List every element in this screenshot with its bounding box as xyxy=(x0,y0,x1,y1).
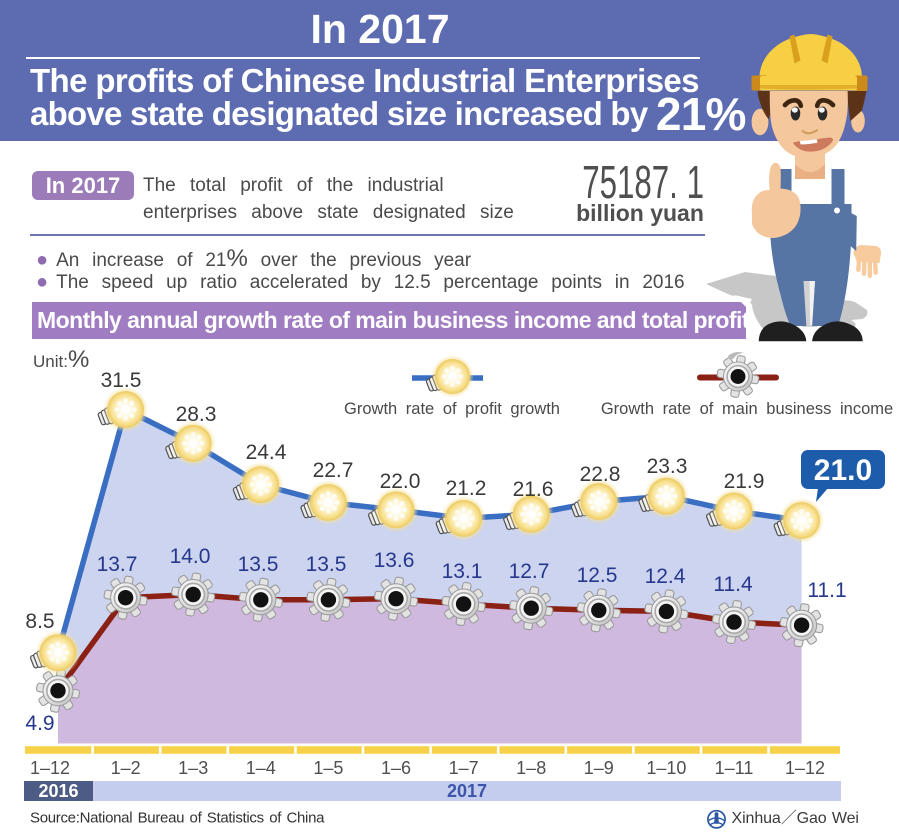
svg-text:1–12: 1–12 xyxy=(30,758,70,778)
svg-text:31.5: 31.5 xyxy=(101,369,142,392)
svg-text:28.3: 28.3 xyxy=(176,403,217,426)
svg-text:11.4: 11.4 xyxy=(713,573,753,596)
svg-text:8.5: 8.5 xyxy=(25,610,54,633)
svg-text:Source:National Bureau of Stat: Source:National Bureau of Statistics of … xyxy=(30,810,325,827)
svg-text:Growth rate of profit growth: Growth rate of profit growth xyxy=(344,400,560,418)
svg-text:13.5: 13.5 xyxy=(238,553,279,576)
svg-text:Xinhua／Gao Wei: Xinhua／Gao Wei xyxy=(732,810,859,827)
svg-text:21.6: 21.6 xyxy=(513,478,554,501)
svg-text:1–11: 1–11 xyxy=(715,758,754,778)
svg-text:21.9: 21.9 xyxy=(724,470,765,493)
svg-text:1–10: 1–10 xyxy=(646,758,686,778)
svg-text:12.7: 12.7 xyxy=(509,560,550,583)
svg-text:23.3: 23.3 xyxy=(647,455,688,478)
svg-text:13.1: 13.1 xyxy=(442,560,483,583)
svg-text:1–5: 1–5 xyxy=(313,758,343,778)
svg-text:24.4: 24.4 xyxy=(246,441,287,464)
svg-text:21.0: 21.0 xyxy=(814,454,872,487)
svg-text:11.1: 11.1 xyxy=(807,579,846,602)
svg-text:1–7: 1–7 xyxy=(449,758,479,778)
svg-text:12.4: 12.4 xyxy=(645,565,686,588)
svg-text:22.8: 22.8 xyxy=(580,463,621,486)
svg-text:13.6: 13.6 xyxy=(374,549,415,572)
svg-text:4.9: 4.9 xyxy=(25,712,54,735)
svg-text:1–9: 1–9 xyxy=(584,758,614,778)
svg-text:Growth rate of main business i: Growth rate of main business income xyxy=(601,400,893,418)
svg-text:1–12: 1–12 xyxy=(785,758,825,778)
svg-text:12.5: 12.5 xyxy=(577,564,618,587)
svg-text:1–6: 1–6 xyxy=(381,758,411,778)
svg-text:2016: 2016 xyxy=(38,781,78,801)
svg-text:2017: 2017 xyxy=(447,781,487,801)
svg-text:1–4: 1–4 xyxy=(246,758,276,778)
svg-text:13.5: 13.5 xyxy=(306,553,347,576)
svg-text:1–8: 1–8 xyxy=(516,758,546,778)
svg-text:21.2: 21.2 xyxy=(446,477,487,500)
svg-text:13.7: 13.7 xyxy=(97,553,138,576)
svg-text:1–3: 1–3 xyxy=(178,758,208,778)
svg-text:22.7: 22.7 xyxy=(313,459,354,482)
svg-text:14.0: 14.0 xyxy=(170,545,211,568)
svg-text:22.0: 22.0 xyxy=(380,470,421,493)
svg-text:1–2: 1–2 xyxy=(111,758,141,778)
